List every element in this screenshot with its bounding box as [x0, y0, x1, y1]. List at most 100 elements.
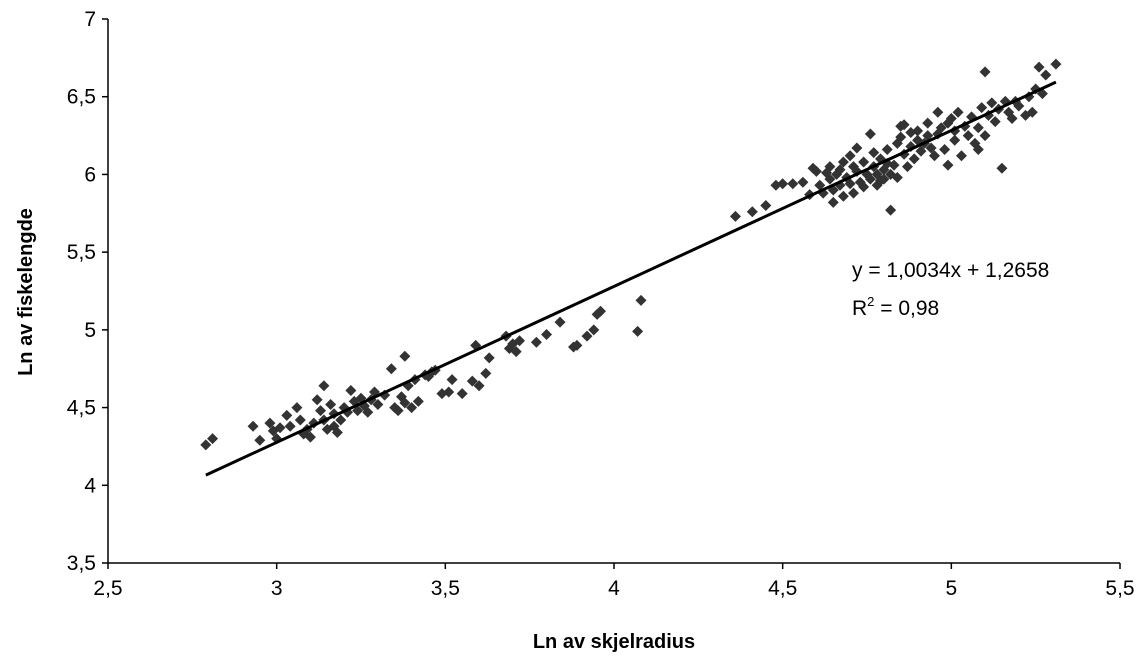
- data-point: [1050, 58, 1062, 70]
- data-point: [746, 206, 758, 218]
- data-point: [824, 173, 836, 185]
- data-point: [200, 439, 212, 451]
- x-tick-label: 2,5: [93, 577, 122, 600]
- data-point: [352, 405, 364, 417]
- r-squared-label: R2 = 0,98: [852, 294, 939, 320]
- y-tick-label: 4,5: [67, 397, 96, 420]
- data-points: [200, 58, 1062, 451]
- data-point: [207, 433, 219, 445]
- data-point: [922, 130, 934, 142]
- data-point: [827, 196, 839, 208]
- x-tick-label: 3: [271, 577, 283, 600]
- data-point: [635, 294, 647, 306]
- y-tick-label: 5: [84, 319, 96, 342]
- data-point: [1013, 100, 1025, 112]
- data-point: [908, 153, 920, 165]
- data-point: [729, 210, 741, 222]
- trendline-equation: y = 1,0034x + 1,2658: [852, 259, 1049, 282]
- r2-prefix: R: [852, 297, 867, 320]
- data-point: [864, 173, 876, 185]
- data-point: [915, 145, 927, 157]
- data-point: [824, 161, 836, 173]
- data-point: [888, 159, 900, 171]
- data-point: [588, 324, 600, 336]
- data-point: [949, 134, 961, 146]
- data-point: [844, 150, 856, 162]
- data-point: [787, 178, 799, 190]
- data-point: [1033, 61, 1045, 73]
- data-point: [922, 117, 934, 129]
- data-point: [925, 142, 937, 154]
- data-point: [294, 414, 306, 426]
- data-point: [895, 131, 907, 143]
- x-tick-label: 4,5: [768, 577, 797, 600]
- data-point: [945, 112, 957, 124]
- data-point: [955, 150, 967, 162]
- y-tick-label: 7: [84, 8, 96, 31]
- data-point: [503, 343, 515, 355]
- data-point: [571, 339, 583, 351]
- data-point: [932, 106, 944, 118]
- data-point: [1006, 112, 1018, 124]
- data-point: [632, 325, 644, 337]
- y-tick-label: 4: [84, 474, 96, 497]
- r2-value: = 0,98: [874, 297, 939, 320]
- data-point: [979, 130, 991, 142]
- data-point: [254, 434, 266, 446]
- x-tick-label: 5: [945, 577, 957, 600]
- data-point: [989, 116, 1001, 128]
- data-point: [473, 380, 485, 392]
- data-point: [510, 346, 522, 358]
- data-point: [304, 431, 316, 443]
- data-point: [837, 190, 849, 202]
- data-point: [844, 178, 856, 190]
- data-point: [810, 165, 822, 177]
- data-point: [928, 150, 940, 162]
- data-point: [891, 172, 903, 184]
- data-point: [952, 106, 964, 118]
- data-point: [541, 329, 553, 341]
- data-point: [274, 422, 286, 434]
- data-point: [837, 156, 849, 168]
- data-point: [530, 336, 542, 348]
- data-point: [284, 420, 296, 432]
- data-point: [834, 164, 846, 176]
- data-point: [483, 352, 495, 364]
- data-point: [345, 384, 357, 396]
- data-point: [777, 178, 789, 190]
- data-point: [406, 402, 418, 414]
- data-point: [912, 125, 924, 137]
- data-point: [311, 394, 323, 406]
- data-point: [331, 426, 343, 438]
- data-point: [814, 179, 826, 191]
- data-point: [362, 406, 374, 418]
- data-point: [247, 420, 259, 432]
- data-point: [412, 395, 424, 407]
- y-tick-label: 5,5: [67, 241, 96, 264]
- data-point: [939, 144, 951, 156]
- data-point: [858, 181, 870, 193]
- data-point: [972, 122, 984, 134]
- data-point: [864, 128, 876, 140]
- y-tick-label: 3,5: [67, 552, 96, 575]
- data-point: [797, 176, 809, 188]
- data-point: [851, 142, 863, 154]
- x-axis-title: Ln av skjelradius: [533, 631, 695, 653]
- data-point: [979, 66, 991, 78]
- data-point: [901, 161, 913, 173]
- data-point: [385, 363, 397, 375]
- data-point: [456, 388, 468, 400]
- data-point: [318, 380, 330, 392]
- data-point: [325, 398, 337, 410]
- data-point: [885, 204, 897, 216]
- data-point: [595, 305, 607, 317]
- data-point: [554, 316, 566, 328]
- data-point: [1026, 106, 1038, 118]
- y-axis-title: Ln av fiskelengde: [15, 208, 37, 376]
- data-point: [898, 119, 910, 131]
- x-tick-label: 4: [608, 577, 620, 600]
- data-point: [392, 405, 404, 417]
- data-point: [878, 173, 890, 185]
- r2-exponent: 2: [867, 294, 874, 309]
- data-point: [1040, 69, 1052, 81]
